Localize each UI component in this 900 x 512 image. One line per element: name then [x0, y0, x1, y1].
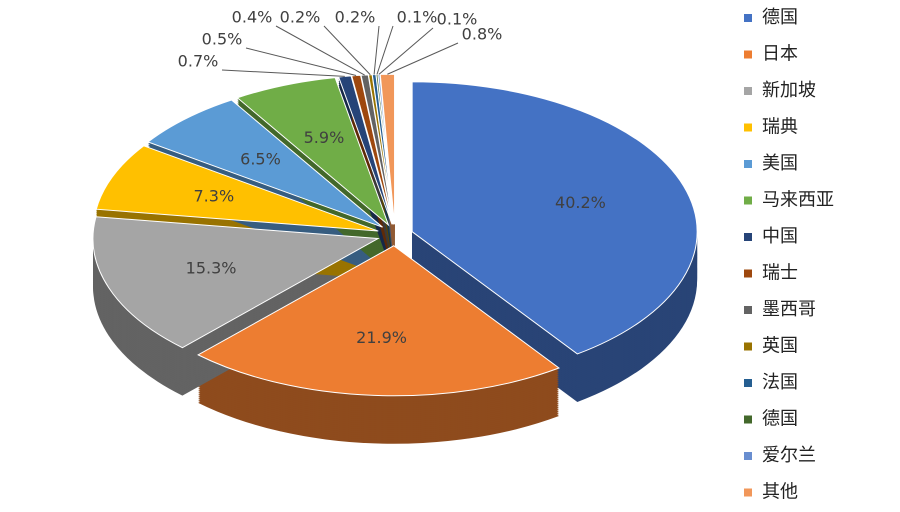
legend-swatch — [744, 160, 752, 168]
data-label: 21.9% — [356, 328, 407, 347]
data-label: 0.2% — [335, 8, 376, 27]
legend-label: 瑞典 — [762, 117, 798, 138]
slice — [351, 74, 394, 225]
legend-swatch — [744, 269, 752, 278]
slice — [197, 245, 560, 397]
legend-label: 德国 — [762, 409, 798, 430]
slice — [92, 216, 380, 349]
legend-swatch — [744, 123, 752, 132]
legend-label: 美国 — [762, 153, 798, 174]
leader-line — [221, 69, 345, 77]
legend-swatch — [744, 342, 752, 351]
data-label: 15.3% — [186, 259, 237, 278]
leader-line — [323, 25, 371, 76]
legend-label: 墨西哥 — [762, 299, 816, 320]
slice — [146, 99, 383, 228]
data-label: 0.1% — [397, 8, 438, 27]
legend-swatch — [744, 415, 752, 424]
data-label: 0.8% — [462, 25, 503, 44]
legend-label: 新加坡 — [762, 80, 816, 101]
leader-line — [378, 27, 434, 75]
legend-label: 英国 — [762, 336, 798, 357]
legend-label: 日本 — [762, 44, 798, 65]
leader-line — [373, 25, 380, 75]
legend-swatch — [744, 488, 752, 497]
leader-line — [245, 47, 357, 77]
legend-swatch — [744, 50, 752, 59]
legend-swatch — [744, 196, 752, 205]
legend-label: 其他 — [762, 482, 798, 503]
legend-swatch — [744, 306, 752, 314]
data-label: 0.1% — [437, 10, 478, 29]
data-label: 0.2% — [280, 8, 321, 27]
slice — [236, 77, 390, 227]
leader-line — [387, 42, 459, 75]
legend-label: 马来西亚 — [762, 190, 834, 211]
leader-line — [376, 25, 394, 75]
legend-label: 法国 — [762, 372, 798, 393]
slice — [411, 81, 698, 355]
data-label: 0.4% — [232, 8, 273, 27]
legend-swatch — [744, 233, 752, 241]
data-label: 6.5% — [240, 149, 281, 168]
data-label: 5.9% — [304, 128, 345, 147]
legend-swatch — [744, 379, 752, 387]
data-label: 0.5% — [202, 30, 243, 49]
data-label: 40.2% — [555, 193, 606, 212]
legend-swatch — [744, 14, 752, 22]
legend-label: 德国 — [762, 7, 798, 28]
legend-label: 爱尔兰 — [762, 445, 816, 466]
data-label: 0.7% — [178, 52, 219, 71]
leader-line — [275, 25, 365, 76]
slice — [95, 145, 379, 232]
data-label: 7.3% — [194, 186, 235, 205]
legend-label: 瑞士 — [762, 263, 798, 284]
legend-swatch — [744, 452, 752, 460]
legend-swatch — [744, 87, 752, 95]
slice — [377, 73, 395, 225]
legend-label: 中国 — [762, 226, 798, 247]
